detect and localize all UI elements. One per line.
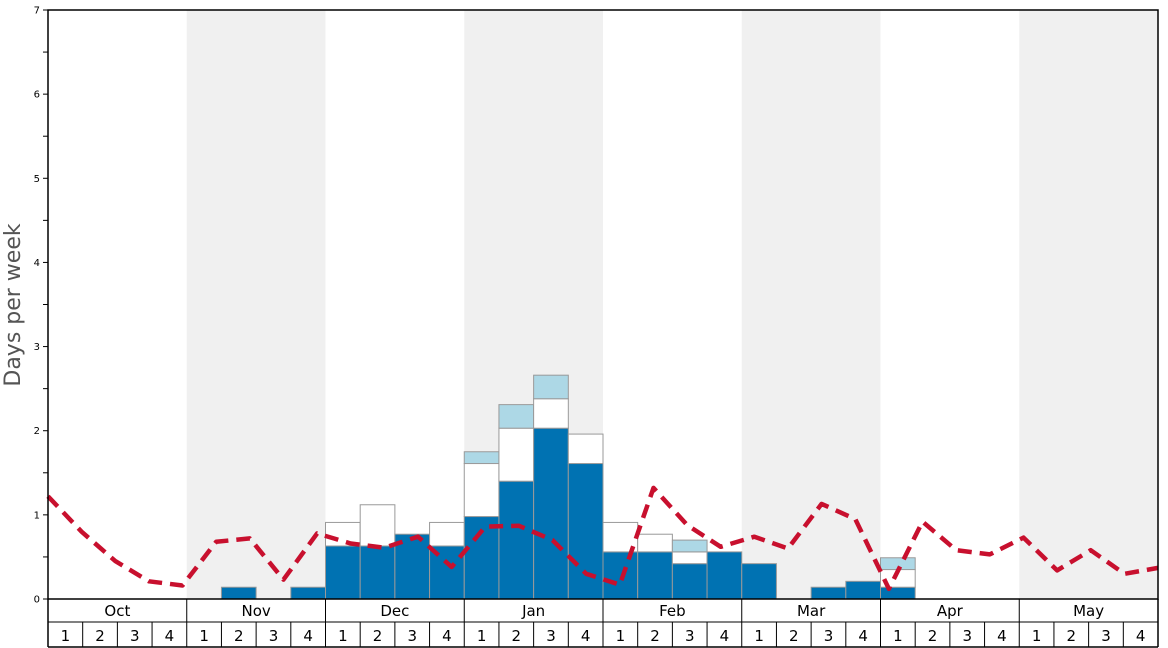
- week-label: 4: [1136, 627, 1146, 645]
- bar-s1-w5: [220, 586, 257, 600]
- week-label: 3: [1101, 627, 1111, 645]
- week-label: 1: [477, 627, 487, 645]
- y-tick-label: 7: [34, 6, 40, 17]
- month-label-dec: Dec: [380, 602, 409, 620]
- week-label: 3: [824, 627, 834, 645]
- y-tick-label: 4: [34, 258, 40, 269]
- y-tick-label: 3: [34, 342, 40, 353]
- bar-s1-w8: [325, 545, 361, 600]
- month-label-nov: Nov: [241, 602, 270, 620]
- y-tick-label: 2: [34, 426, 40, 437]
- week-label: 3: [546, 627, 556, 645]
- week-label: 3: [962, 627, 972, 645]
- week-label: 1: [199, 627, 209, 645]
- week-label: 1: [893, 627, 903, 645]
- bar-s3-w18: [671, 539, 708, 553]
- week-label: 4: [997, 627, 1007, 645]
- bar-s1-w13: [498, 480, 535, 600]
- bar-s2-w14: [533, 398, 569, 429]
- week-label: 2: [373, 627, 383, 645]
- y-axis: 0 1 2 3 4 5 6 7: [34, 6, 48, 606]
- plot-frame: [47, 9, 1159, 600]
- bar-s2-w11: [429, 521, 465, 547]
- week-label: 1: [616, 627, 626, 645]
- week-label: 4: [165, 627, 175, 645]
- bar-s2-w13: [498, 427, 535, 482]
- week-label: 3: [407, 627, 417, 645]
- bar-s1-w22: [810, 586, 847, 600]
- bar-s1-w14: [533, 427, 569, 600]
- bar-s1-w23: [845, 580, 881, 600]
- bar-s2-w9: [359, 504, 396, 547]
- week-label: 1: [61, 627, 71, 645]
- bar-s1-w9: [359, 545, 396, 600]
- month-label-mar: Mar: [797, 602, 826, 620]
- y-axis-label: Days per week: [1, 223, 26, 386]
- y-tick-label: 1: [34, 510, 40, 521]
- bar-s1-w18: [671, 563, 708, 600]
- month-bands: [186, 10, 1158, 599]
- month-label-oct: Oct: [104, 602, 130, 620]
- week-label: 2: [95, 627, 105, 645]
- month-band-mar: [741, 10, 881, 599]
- week-label: 1: [754, 627, 764, 645]
- bar-s1-w7: [290, 586, 326, 600]
- week-label: 4: [858, 627, 868, 645]
- bar-s1-w20: [741, 563, 777, 600]
- bar-s1-w15: [567, 463, 604, 600]
- bar-s1-w12: [463, 516, 500, 600]
- week-label: 2: [789, 627, 799, 645]
- week-label: 2: [512, 627, 522, 645]
- month-label-may: May: [1073, 602, 1104, 620]
- week-label: 1: [1032, 627, 1042, 645]
- y-tick-label: 6: [34, 90, 40, 101]
- month-band-may: [1019, 10, 1158, 599]
- bar-s1-w17: [637, 551, 673, 600]
- week-label: 4: [581, 627, 591, 645]
- bar-s2-w12: [463, 463, 500, 518]
- month-label-feb: Feb: [659, 602, 686, 620]
- bar-s2-w18: [671, 551, 708, 565]
- bar-s3-w14: [533, 374, 569, 400]
- month-label-jan: Jan: [521, 602, 545, 620]
- y-tick-label: 0: [34, 595, 40, 606]
- bar-s3-w12: [463, 451, 500, 465]
- week-label: 4: [720, 627, 730, 645]
- x-axis: Oct 1 2 3 4 Nov 1 2 3 4 Dec 1 2 3 4 Jan 1 2 3 4 Feb 1 2 3 4 Mar 1 2…: [47, 599, 1159, 648]
- bar-s1-w24: [880, 586, 916, 600]
- month-band-nov: [186, 10, 326, 599]
- bar-s2-w17: [637, 533, 673, 553]
- week-label: 1: [338, 627, 348, 645]
- week-label: 4: [303, 627, 313, 645]
- week-label: 2: [928, 627, 938, 645]
- week-label: 4: [442, 627, 452, 645]
- week-label: 2: [650, 627, 660, 645]
- bar-s1-w16: [602, 551, 639, 600]
- week-label: 2: [234, 627, 244, 645]
- week-label: 3: [130, 627, 140, 645]
- month-label-apr: Apr: [937, 602, 964, 620]
- bar-s1-w19: [706, 551, 743, 600]
- week-label: 2: [1067, 627, 1077, 645]
- y-tick-label: 5: [34, 174, 40, 185]
- week-label: 3: [685, 627, 695, 645]
- bar-s2-w15: [567, 433, 604, 465]
- bar-s1-w10: [394, 533, 431, 600]
- bar-s3-w13: [498, 404, 535, 429]
- week-label: 3: [269, 627, 279, 645]
